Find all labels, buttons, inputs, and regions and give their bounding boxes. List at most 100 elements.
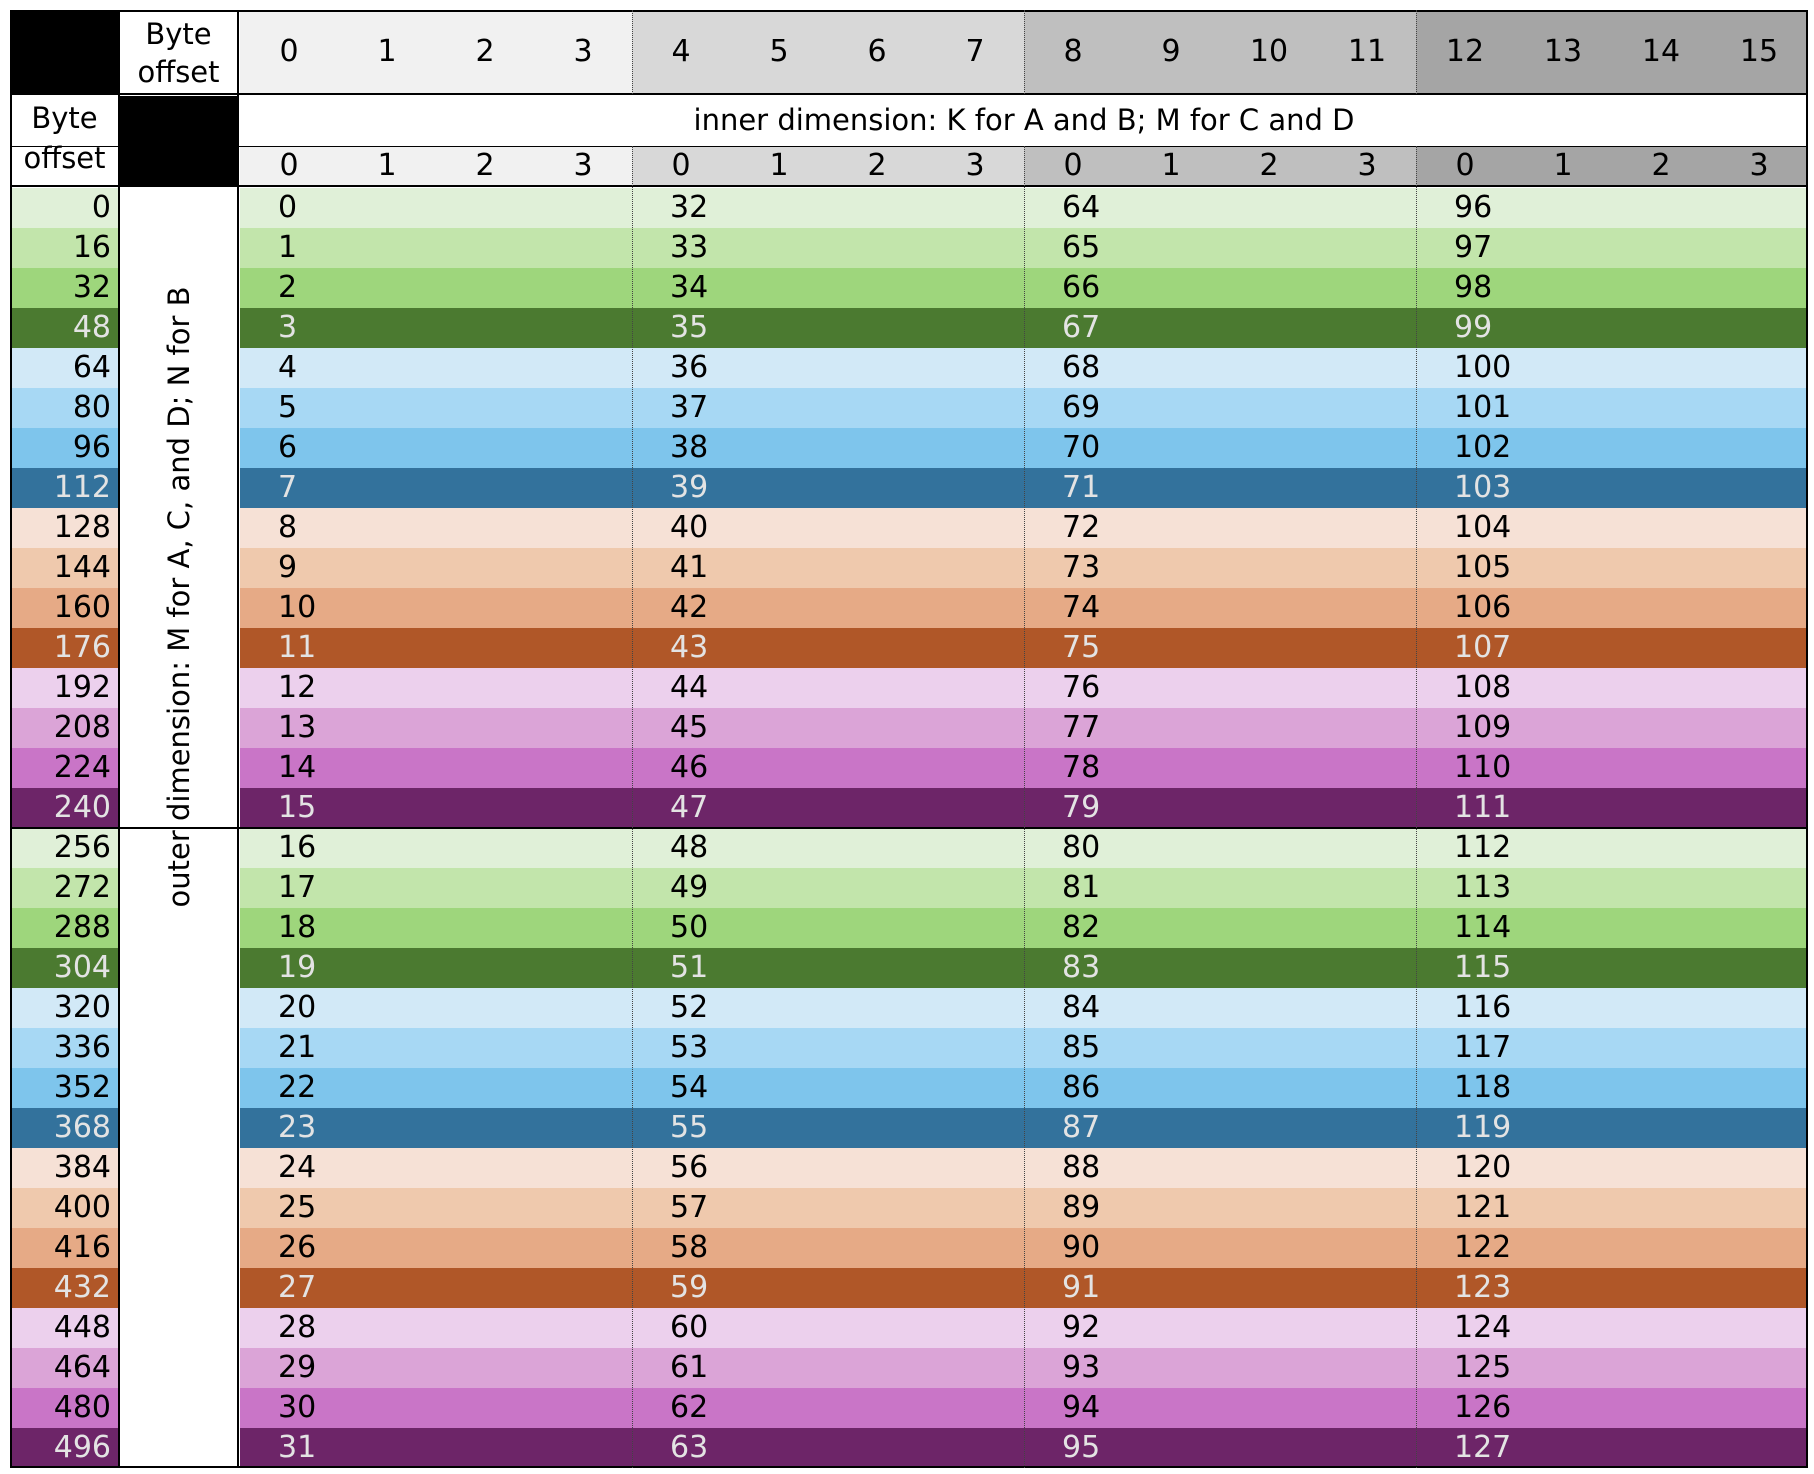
element-index-r26-g3: 122	[1454, 1230, 1512, 1265]
column-number-13: 13	[1543, 34, 1583, 69]
element-index-r10-g2: 74	[1062, 590, 1101, 625]
row-band-left-11	[10, 628, 119, 668]
element-index-r7-g2: 71	[1062, 470, 1101, 505]
row-band-left-4	[10, 348, 119, 388]
corner-black-cell	[10, 10, 119, 94]
column-number-2: 2	[475, 34, 495, 69]
element-index-r14-g0: 14	[278, 750, 317, 785]
element-index-r31-g1: 63	[670, 1430, 709, 1465]
element-index-r9-g2: 73	[1062, 550, 1101, 585]
column-number-3: 3	[573, 34, 593, 69]
row-byte-offset-20: 320	[53, 990, 111, 1025]
element-index-r8-g0: 8	[278, 510, 298, 545]
element-index-r10-g1: 42	[670, 590, 709, 625]
element-index-r22-g3: 118	[1454, 1070, 1512, 1105]
row-byte-offset-12: 192	[53, 670, 111, 705]
horizontal-rule-3	[10, 827, 1808, 829]
row-byte-offset-27: 432	[53, 1270, 111, 1305]
element-index-r11-g1: 43	[670, 630, 709, 665]
row-byte-offset-7: 112	[53, 470, 111, 505]
row-byte-offset-5: 80	[72, 390, 111, 425]
element-index-r12-g3: 108	[1454, 670, 1512, 705]
table-outer-border	[10, 10, 1808, 1468]
row-byte-offset-4: 64	[72, 350, 111, 385]
element-index-r1-g1: 33	[670, 230, 709, 265]
element-index-r30-g0: 30	[278, 1390, 317, 1425]
element-index-r25-g0: 25	[278, 1190, 317, 1225]
vertical-rule-1	[237, 10, 239, 1468]
row-byte-offset-8: 128	[53, 510, 111, 545]
sub-column-number-12: 0	[1455, 148, 1475, 183]
element-index-r6-g3: 102	[1454, 430, 1512, 465]
element-index-r8-g3: 104	[1454, 510, 1512, 545]
element-index-r19-g3: 115	[1454, 950, 1512, 985]
column-number-7: 7	[965, 34, 985, 69]
column-number-9: 9	[1161, 34, 1181, 69]
sub-column-number-14: 2	[1651, 148, 1671, 183]
element-index-r3-g3: 99	[1454, 310, 1493, 345]
element-index-r28-g0: 28	[278, 1310, 317, 1345]
row-band-left-5	[10, 388, 119, 428]
group-separator-3	[1416, 146, 1417, 1468]
row-byte-offset-13: 208	[53, 710, 111, 745]
row-band-left-23	[10, 1108, 119, 1148]
row-band-left-26	[10, 1228, 119, 1268]
element-index-r26-g1: 58	[670, 1230, 709, 1265]
row-byte-offset-17: 272	[53, 870, 111, 905]
element-index-r16-g1: 48	[670, 830, 709, 865]
horizontal-rule-2	[10, 185, 1808, 187]
row-band-left-3	[10, 308, 119, 348]
row-band-left-1	[10, 228, 119, 268]
vertical-rule-0	[118, 10, 120, 1468]
sub-column-number-9: 1	[1161, 148, 1181, 183]
element-index-r29-g1: 61	[670, 1350, 709, 1385]
row-band-left-0	[10, 188, 119, 228]
column-number-11: 11	[1347, 34, 1387, 69]
element-index-r11-g3: 107	[1454, 630, 1512, 665]
row-byte-offset-31: 496	[53, 1430, 111, 1465]
column-number-6: 6	[867, 34, 887, 69]
row-band-left-9	[10, 548, 119, 588]
element-index-r19-g2: 83	[1062, 950, 1101, 985]
element-index-r6-g1: 38	[670, 430, 709, 465]
element-index-r1-g0: 1	[278, 230, 298, 265]
element-index-r31-g2: 95	[1062, 1430, 1101, 1465]
element-index-r23-g3: 119	[1454, 1110, 1512, 1145]
row-band-left-31	[10, 1428, 119, 1468]
element-index-r31-g0: 31	[278, 1430, 317, 1465]
row-byte-offset-28: 448	[53, 1310, 111, 1345]
element-index-r15-g0: 15	[278, 790, 317, 825]
element-index-r29-g0: 29	[278, 1350, 317, 1385]
element-index-r12-g1: 44	[670, 670, 709, 705]
element-index-r27-g3: 123	[1454, 1270, 1512, 1305]
sub-column-number-13: 1	[1553, 148, 1573, 183]
element-index-r22-g0: 22	[278, 1070, 317, 1105]
sub-column-number-10: 2	[1259, 148, 1279, 183]
element-index-r12-g2: 76	[1062, 670, 1101, 705]
row-byte-offset-19: 304	[53, 950, 111, 985]
element-index-r21-g2: 85	[1062, 1030, 1101, 1065]
header-black-cell	[119, 96, 238, 186]
element-index-r30-g3: 126	[1454, 1390, 1512, 1425]
row-byte-offset-25: 400	[53, 1190, 111, 1225]
element-index-r23-g2: 87	[1062, 1110, 1101, 1145]
sub-column-number-5: 1	[769, 148, 789, 183]
column-number-0: 0	[279, 34, 299, 69]
sub-column-number-0: 0	[279, 148, 299, 183]
element-index-r29-g2: 93	[1062, 1350, 1101, 1385]
row-band-left-27	[10, 1268, 119, 1308]
element-index-r4-g2: 68	[1062, 350, 1101, 385]
element-index-r22-g2: 86	[1062, 1070, 1101, 1105]
row-band-left-30	[10, 1388, 119, 1428]
column-group-shade-3	[1416, 10, 1808, 94]
row-band-left-20	[10, 988, 119, 1028]
sub-column-number-2: 2	[475, 148, 495, 183]
column-number-1: 1	[377, 34, 397, 69]
sub-column-number-8: 0	[1063, 148, 1083, 183]
sub-column-group-shade-3	[1416, 146, 1808, 186]
element-index-r10-g3: 106	[1454, 590, 1512, 625]
element-index-r4-g0: 4	[278, 350, 298, 385]
element-index-r2-g2: 66	[1062, 270, 1101, 305]
row-byte-offset-14: 224	[53, 750, 111, 785]
